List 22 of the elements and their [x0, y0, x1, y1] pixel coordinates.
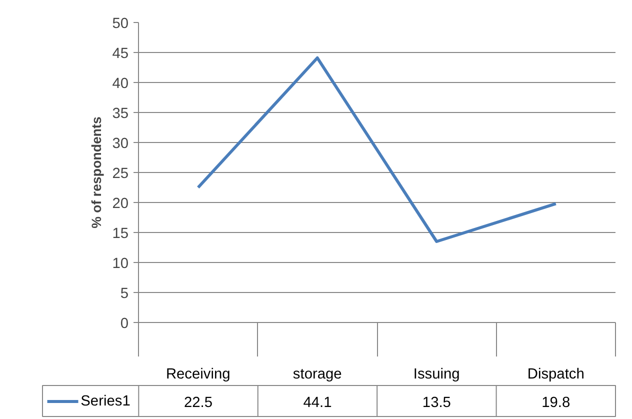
data-label: 13.5: [422, 395, 451, 411]
legend-label: Series1: [80, 394, 130, 410]
line-series: [196, 56, 558, 243]
y-tick-label: 40: [112, 76, 129, 92]
y-tick-label: 0: [120, 316, 129, 332]
x-tick-label: Issuing: [413, 366, 460, 382]
y-tick-label: 15: [112, 226, 129, 242]
x-tick-label: Dispatch: [527, 366, 584, 382]
x-tick-label: Receiving: [166, 366, 230, 382]
data-label: 22.5: [184, 395, 213, 411]
y-tick-label: 45: [112, 46, 129, 62]
y-tick-label: 5: [120, 286, 129, 302]
y-tick-label: 25: [112, 166, 129, 182]
y-tick-label: 30: [112, 136, 129, 152]
data-label: 19.8: [542, 395, 570, 411]
y-tick-label: 20: [112, 196, 129, 212]
data-label: 44.1: [303, 395, 332, 411]
y-tick-label: 10: [112, 256, 129, 272]
y-tick-label: 50: [112, 16, 129, 32]
y-tick-label: 35: [112, 106, 129, 122]
y-axis-title: % of respondents: [89, 116, 104, 228]
x-tick-label: storage: [292, 366, 342, 382]
